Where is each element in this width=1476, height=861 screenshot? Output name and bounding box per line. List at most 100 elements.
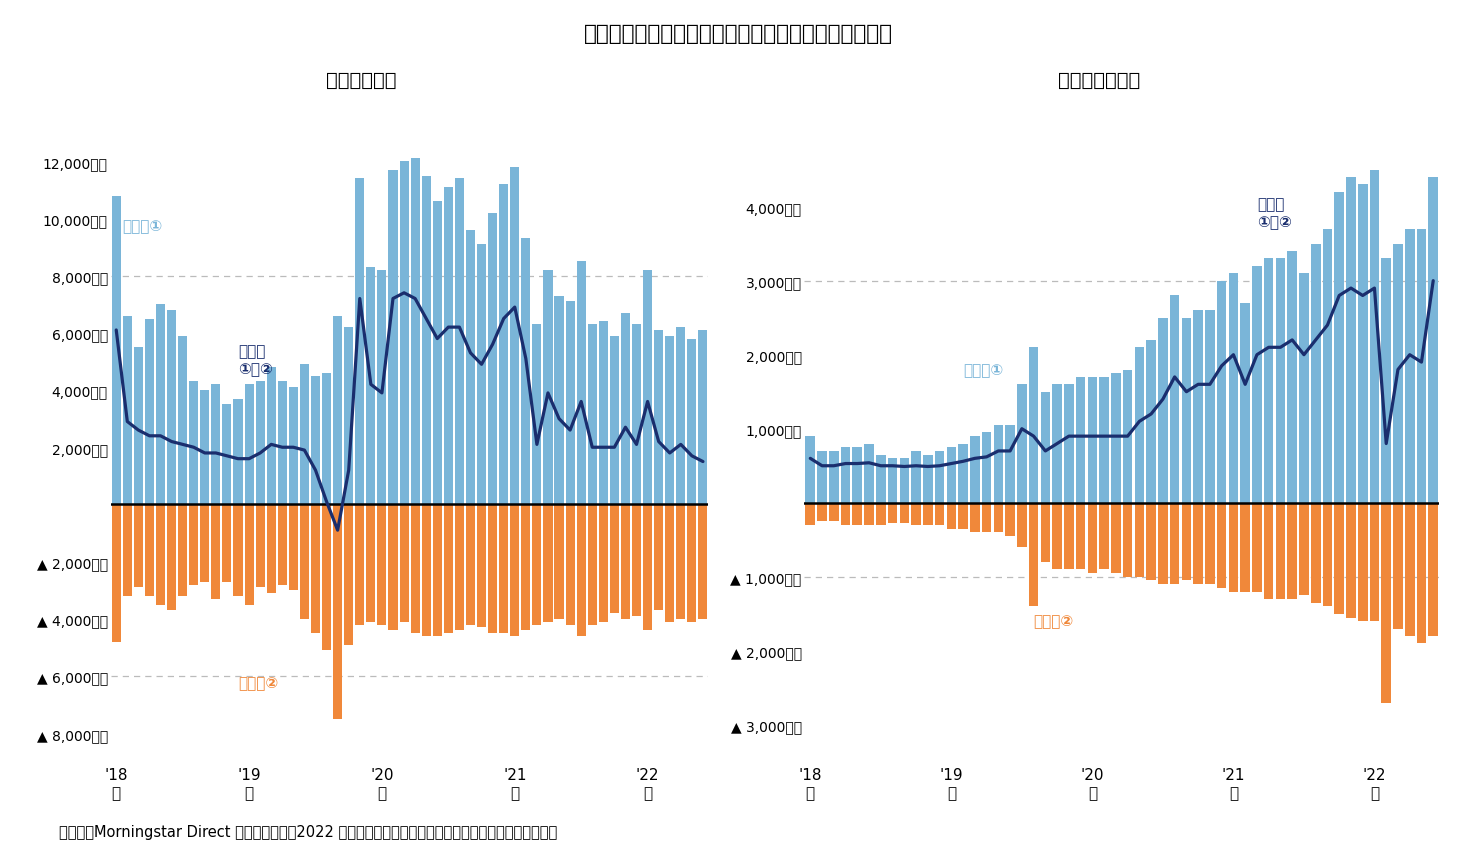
Bar xyxy=(1123,370,1132,503)
Bar xyxy=(1311,503,1321,603)
Bar xyxy=(911,503,921,525)
Bar xyxy=(698,505,707,619)
Bar xyxy=(1088,377,1097,503)
Bar xyxy=(1029,503,1039,607)
Bar xyxy=(211,385,220,505)
Bar xyxy=(676,505,685,619)
Bar xyxy=(543,270,552,505)
Bar xyxy=(1228,274,1238,503)
Bar xyxy=(179,505,187,597)
Bar xyxy=(1029,348,1039,503)
Bar xyxy=(1052,503,1061,570)
Bar xyxy=(267,368,276,505)
Bar xyxy=(277,382,286,505)
Bar xyxy=(145,319,154,505)
Bar xyxy=(555,296,564,505)
Bar xyxy=(543,505,552,622)
Bar xyxy=(993,503,1004,533)
Bar xyxy=(521,239,530,505)
Bar xyxy=(1204,503,1215,585)
Bar xyxy=(455,505,463,630)
Bar xyxy=(334,316,342,505)
Bar xyxy=(610,337,618,505)
Bar xyxy=(587,505,596,625)
Bar xyxy=(1287,251,1297,503)
Bar xyxy=(806,437,815,503)
Text: （資料）Morningstar Direct より筆者作成。2022 年６月は資金流出入のみで推計値、他はすべて実績値。: （資料）Morningstar Direct より筆者作成。2022 年６月は資… xyxy=(59,825,558,839)
Bar xyxy=(267,505,276,593)
Bar xyxy=(223,505,232,582)
Bar xyxy=(1216,503,1227,588)
Bar xyxy=(1322,503,1333,607)
Bar xyxy=(1370,170,1379,503)
Bar xyxy=(1275,503,1286,599)
Bar xyxy=(830,451,838,503)
Bar xyxy=(334,505,342,719)
Bar xyxy=(289,387,298,505)
Bar xyxy=(432,202,441,505)
Bar xyxy=(654,505,663,610)
Bar xyxy=(830,503,838,522)
Bar xyxy=(565,505,574,625)
Bar xyxy=(1064,503,1073,570)
Bar xyxy=(922,503,933,525)
Bar xyxy=(970,503,980,533)
Bar xyxy=(565,302,574,505)
Bar xyxy=(277,505,286,585)
Bar xyxy=(922,455,933,503)
Bar xyxy=(233,505,242,597)
Text: インデックス型: インデックス型 xyxy=(1058,71,1141,90)
Bar xyxy=(899,503,909,523)
Bar xyxy=(1429,503,1438,636)
Bar xyxy=(970,437,980,503)
Bar xyxy=(167,505,176,610)
Bar xyxy=(489,214,497,505)
Bar xyxy=(211,505,220,599)
Bar xyxy=(466,231,475,505)
Bar xyxy=(311,505,320,634)
Bar xyxy=(1263,259,1274,503)
Bar xyxy=(134,505,143,588)
Bar xyxy=(1252,267,1262,503)
Bar xyxy=(644,270,652,505)
Bar xyxy=(632,325,641,505)
Bar xyxy=(356,179,365,505)
Bar xyxy=(632,505,641,616)
Bar xyxy=(344,505,353,645)
Bar xyxy=(587,325,596,505)
Text: 図表２：外国株式投信のタイプ別の資金流出入の推移: 図表２：外国株式投信のタイプ別の資金流出入の推移 xyxy=(583,24,893,44)
Bar xyxy=(1088,503,1097,573)
Text: アクティブ型: アクティブ型 xyxy=(326,71,397,90)
Bar xyxy=(300,505,308,619)
Bar xyxy=(201,391,210,505)
Bar xyxy=(1182,503,1191,581)
Text: 解約額②: 解約額② xyxy=(238,676,279,691)
Bar xyxy=(1147,340,1156,503)
Bar xyxy=(511,168,520,505)
Bar xyxy=(1405,503,1414,636)
Bar xyxy=(1346,503,1356,618)
Bar xyxy=(865,503,874,525)
Bar xyxy=(1334,193,1345,503)
Bar xyxy=(400,162,409,505)
Bar xyxy=(466,505,475,625)
Bar xyxy=(1005,503,1015,536)
Text: 流出入
①－②: 流出入 ①－② xyxy=(1258,197,1292,230)
Bar xyxy=(1299,503,1309,596)
Bar xyxy=(1017,503,1027,548)
Bar xyxy=(934,451,945,503)
Bar xyxy=(1358,503,1368,622)
Bar xyxy=(1405,230,1414,503)
Bar xyxy=(1159,503,1168,585)
Bar xyxy=(1064,385,1073,503)
Bar xyxy=(599,505,608,622)
Bar xyxy=(1159,319,1168,503)
Bar xyxy=(899,459,909,503)
Bar xyxy=(1041,393,1051,503)
Bar xyxy=(499,185,508,505)
Bar xyxy=(806,503,815,525)
Bar xyxy=(993,425,1004,503)
Bar xyxy=(344,328,353,505)
Bar xyxy=(1417,230,1426,503)
Bar xyxy=(1299,274,1309,503)
